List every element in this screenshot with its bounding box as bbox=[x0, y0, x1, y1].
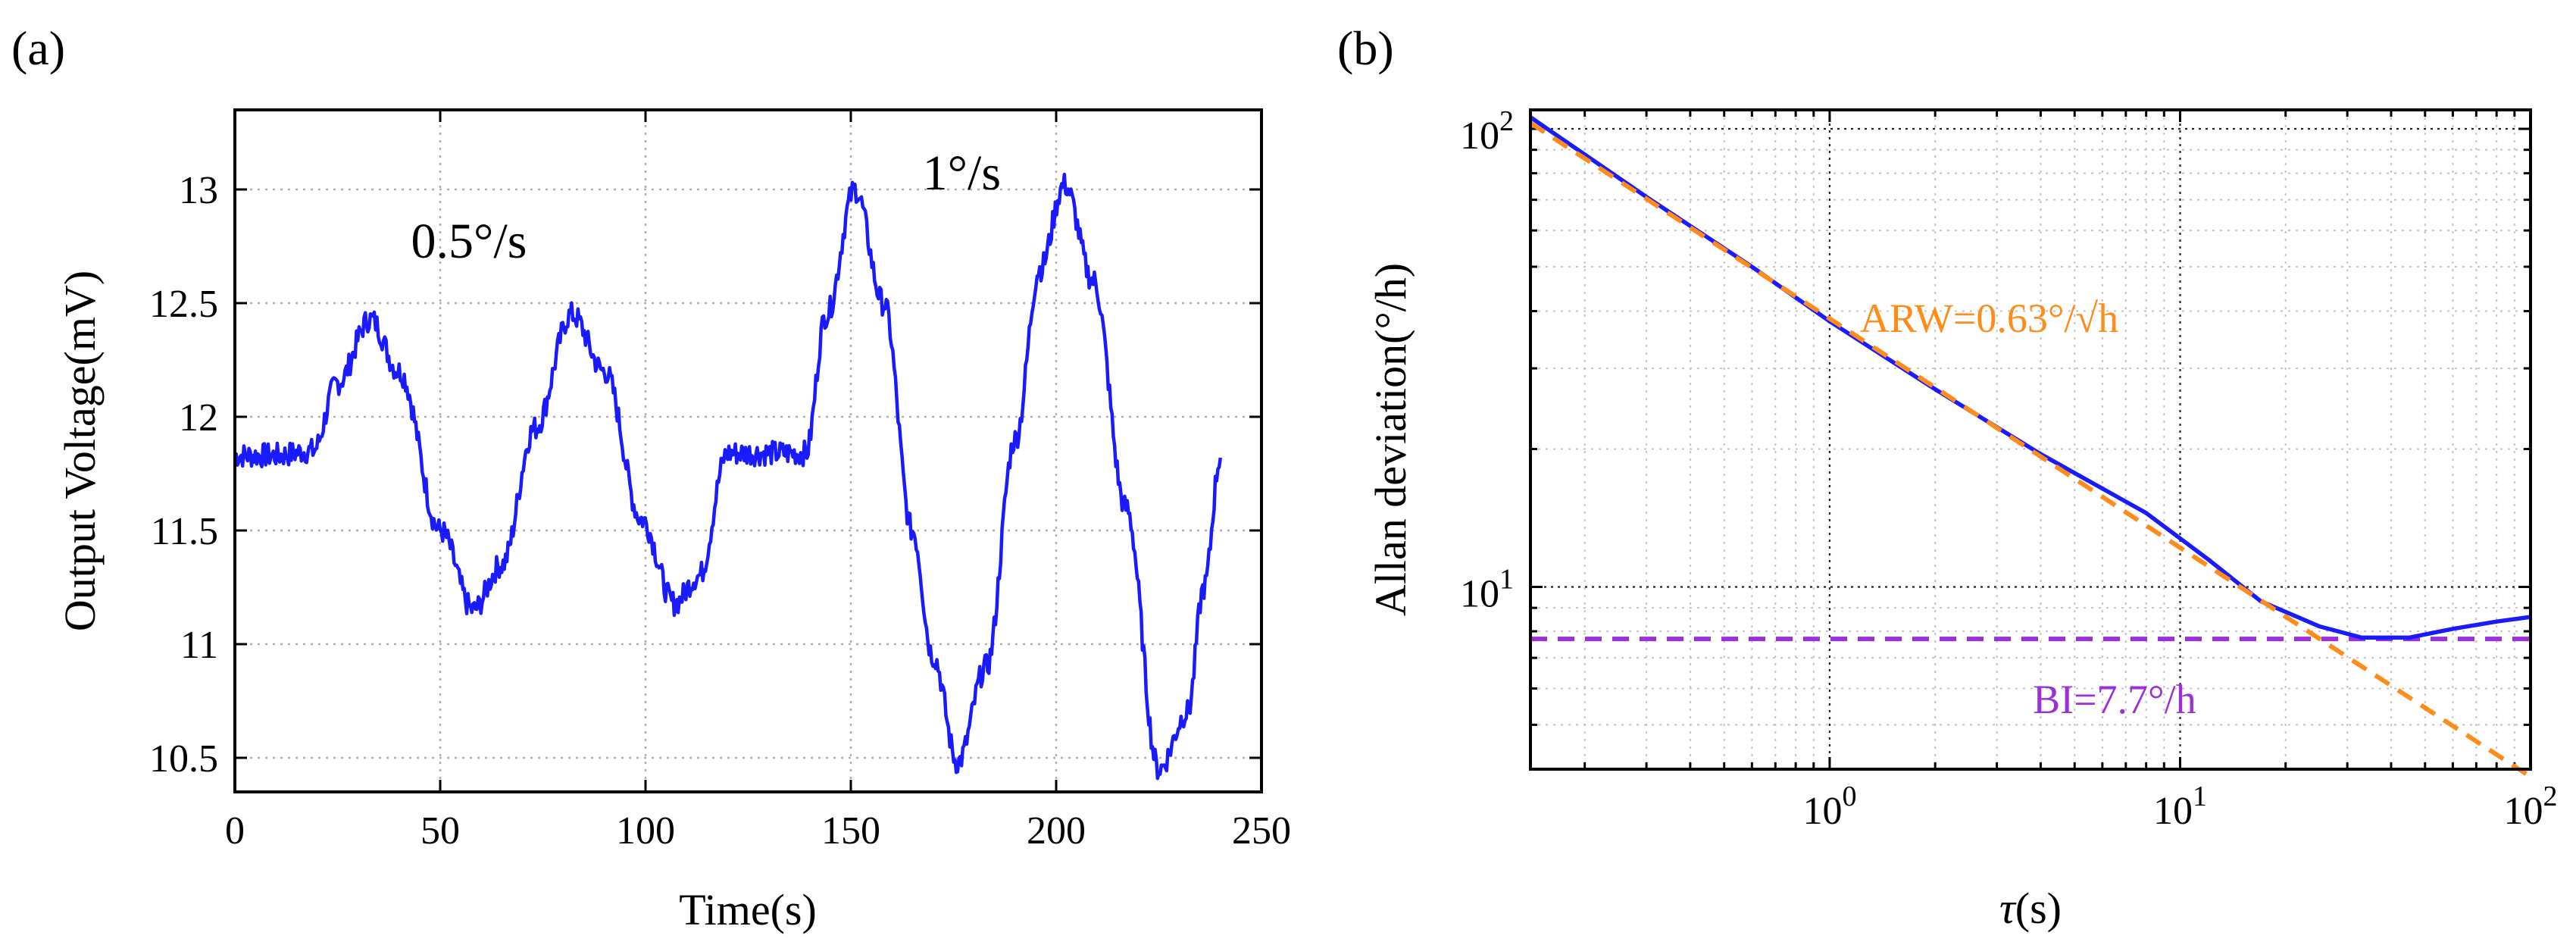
rate-annotation: 1°/s bbox=[923, 146, 1001, 201]
panel-a-x-axis-label: Time(s) bbox=[679, 885, 817, 934]
bi-annotation: BI=7.7°/h bbox=[2033, 677, 2196, 722]
arw-annotation: ARW=0.63°/√h bbox=[1860, 296, 2118, 341]
panel-a-y-axis-label: Output Voltage(mV) bbox=[55, 271, 105, 631]
x-tick-label: 50 bbox=[420, 809, 460, 853]
y-tick-label: 11.5 bbox=[151, 510, 218, 553]
x-tick-label: 0 bbox=[225, 809, 245, 853]
x-tick-base: 10 bbox=[1802, 790, 1842, 833]
panel-b-x-axis-label: τ(s) bbox=[1999, 884, 2062, 933]
panel-b-ticks bbox=[1530, 110, 2532, 771]
y-tick-label: 101 bbox=[1460, 563, 1514, 615]
x-tick-label: 200 bbox=[1027, 809, 1086, 853]
x-tick-exponent: 0 bbox=[1842, 781, 1856, 812]
x-tick-label: 100 bbox=[1802, 781, 1856, 833]
y-tick-base: 10 bbox=[1460, 572, 1499, 615]
y-tick-label: 12 bbox=[179, 396, 218, 440]
y-tick-exponent: 2 bbox=[1499, 105, 1514, 137]
allan-deviation-line bbox=[1529, 115, 2531, 640]
panel-a: (a) 0 50 100 150 200 250 10.5 11 11.5 12 12.5 13 0.… bbox=[11, 21, 1291, 934]
y-tick-base: 10 bbox=[1460, 114, 1499, 158]
tau-symbol: τ bbox=[1999, 884, 2017, 933]
panel-a-plot-frame bbox=[233, 108, 1263, 793]
y-tick-label: 10.5 bbox=[149, 737, 218, 781]
x-tick-exponent: 1 bbox=[2193, 781, 2207, 812]
y-tick-label: 12.5 bbox=[149, 283, 218, 326]
panel-b-y-axis-label: Allan deviation(°/h) bbox=[1366, 263, 1415, 616]
y-tick-label: 11 bbox=[180, 624, 218, 667]
panel-a-annotations: 0.5°/s 1°/s bbox=[411, 146, 1001, 269]
arw-fit-line bbox=[1529, 120, 2532, 779]
panel-b-grid bbox=[1530, 110, 2532, 770]
x-tick-label: 102 bbox=[2504, 781, 2558, 833]
panel-b-label: (b) bbox=[1337, 21, 1394, 75]
x-tick-base: 10 bbox=[2153, 790, 2193, 833]
panel-a-series bbox=[233, 172, 1223, 781]
y-tick-exponent: 1 bbox=[1499, 563, 1514, 595]
panel-b-series bbox=[1529, 115, 2532, 779]
x-tick-label: 100 bbox=[616, 809, 675, 853]
x-tick-label: 101 bbox=[2153, 781, 2207, 833]
x-tick-label: 250 bbox=[1232, 809, 1291, 853]
rate-annotation: 0.5°/s bbox=[411, 214, 527, 269]
tau-unit: (s) bbox=[2015, 884, 2062, 933]
x-tick-label: 150 bbox=[821, 809, 880, 853]
panel-a-tick-labels: 0 50 100 150 200 250 10.5 11 11.5 12 12.5 13 bbox=[149, 169, 1291, 853]
panel-a-label: (a) bbox=[11, 21, 65, 75]
panel-b-annotations: ARW=0.63°/√h BI=7.7°/h bbox=[1860, 296, 2196, 722]
y-tick-label: 102 bbox=[1460, 105, 1514, 158]
voltage-series-line bbox=[233, 172, 1223, 781]
panel-a-grid bbox=[235, 110, 1261, 792]
x-tick-exponent: 2 bbox=[2543, 781, 2558, 812]
y-tick-label: 13 bbox=[179, 169, 218, 212]
panel-b-plot-frame bbox=[1529, 108, 2532, 771]
x-tick-base: 10 bbox=[2504, 790, 2543, 833]
